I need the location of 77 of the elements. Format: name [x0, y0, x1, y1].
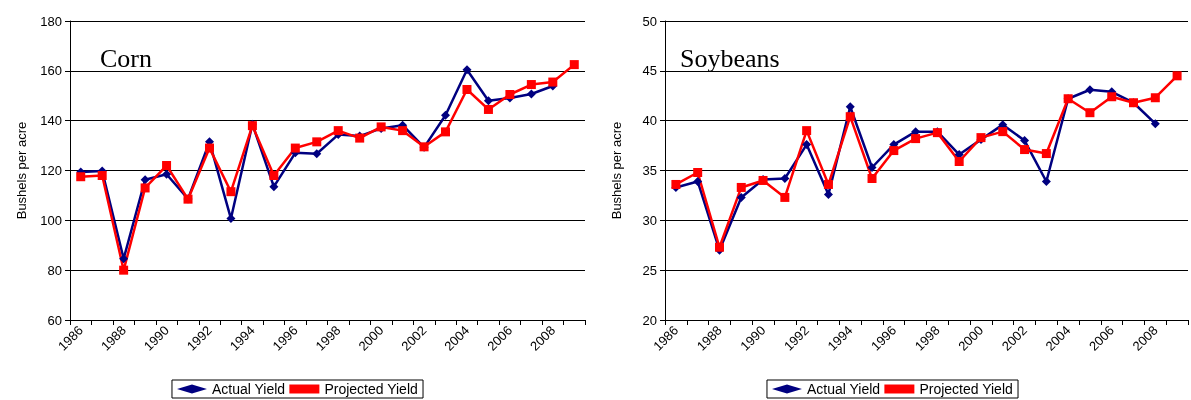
point [802, 140, 812, 150]
text: Soybeans [680, 43, 780, 73]
point [1150, 93, 1160, 103]
point [97, 170, 107, 180]
point [441, 110, 451, 120]
point [483, 96, 493, 106]
point [823, 179, 833, 189]
point [569, 60, 579, 70]
y-tick-label: 40 [642, 113, 657, 129]
y-tick-label: 25 [642, 262, 657, 278]
point [226, 187, 236, 197]
point [1020, 145, 1030, 155]
point [802, 126, 812, 136]
y-tick-label: 140 [40, 113, 62, 129]
point [845, 112, 855, 122]
point [693, 167, 703, 177]
point [119, 265, 129, 275]
point [736, 192, 746, 202]
point [1085, 108, 1095, 118]
point [998, 127, 1008, 137]
y-tick-label: 80 [47, 262, 62, 278]
point [780, 173, 790, 183]
point [140, 175, 150, 185]
y-tick-label: 100 [40, 212, 62, 228]
point [867, 173, 877, 183]
point [398, 126, 408, 136]
point [548, 77, 558, 87]
point [1041, 149, 1051, 159]
y-tick-label: 35 [642, 163, 657, 178]
y-axis-title: Bushels per acre [14, 121, 29, 220]
y-tick-label: 120 [40, 163, 62, 178]
point [441, 127, 451, 137]
point [269, 170, 279, 180]
point [312, 149, 322, 159]
point [204, 143, 214, 153]
point [140, 183, 150, 193]
point [162, 161, 172, 171]
point [269, 182, 279, 192]
point [505, 90, 515, 99]
point [736, 182, 746, 192]
point [76, 172, 86, 182]
point [526, 89, 536, 99]
point [954, 157, 964, 167]
point [1172, 71, 1182, 81]
point [889, 146, 899, 156]
point [1107, 92, 1117, 102]
point [312, 137, 322, 147]
point [780, 192, 790, 202]
point [1150, 119, 1160, 129]
point [462, 65, 472, 75]
point [226, 214, 236, 224]
point [162, 169, 172, 179]
point [1041, 176, 1051, 186]
point [290, 143, 300, 153]
y-tick-label: 30 [642, 212, 657, 228]
y-tick-label: 50 [642, 13, 657, 29]
point [1020, 136, 1030, 146]
point [823, 189, 833, 199]
legend-label: Actual Yield [211, 381, 286, 397]
y-tick-label: 160 [40, 63, 62, 79]
legend-label: Projected Yield [324, 381, 418, 397]
y-tick-label: 20 [642, 312, 657, 328]
legend-label: Projected Yield [919, 381, 1013, 397]
point [693, 176, 703, 186]
legend-label: Actual Yield [806, 381, 881, 397]
y-tick-label: 45 [642, 63, 657, 79]
point [911, 134, 921, 144]
point [333, 126, 343, 136]
point [462, 85, 472, 95]
point [867, 163, 877, 173]
point [483, 104, 493, 114]
y-axis-title: Bushels per acre [609, 121, 624, 220]
point [1085, 85, 1095, 95]
text: Corn [100, 43, 152, 73]
y-tick-label: 60 [47, 312, 62, 328]
point [526, 80, 536, 90]
y-tick-label: 180 [40, 13, 62, 29]
